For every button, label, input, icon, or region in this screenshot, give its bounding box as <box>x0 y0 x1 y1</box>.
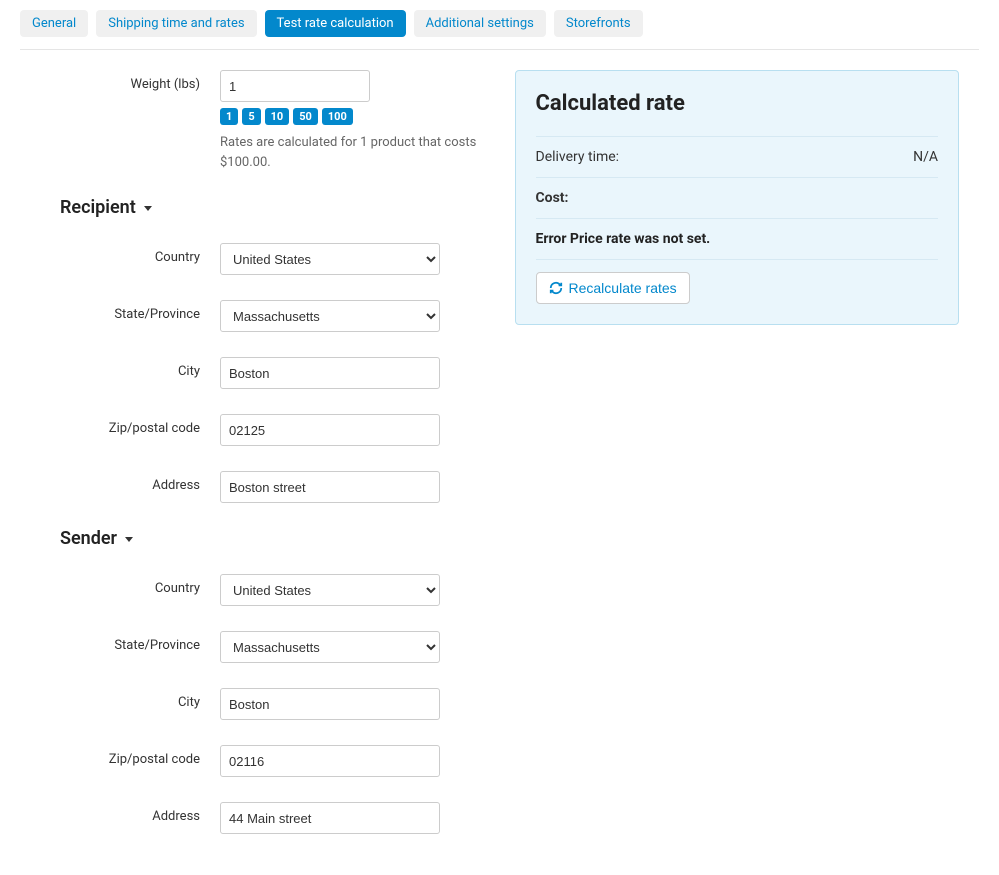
tab-storefronts[interactable]: Storefronts <box>554 10 643 37</box>
sender-section-header[interactable]: Sender <box>60 528 485 549</box>
weight-control: 15 1050100 Rates are calculated for 1 pro… <box>220 70 485 172</box>
recipient-zip-label: Zip/postal code <box>40 414 220 436</box>
caret-down-icon <box>125 537 133 542</box>
recipient-zip-row: Zip/postal code <box>40 414 485 446</box>
tab-test-rate-calculation[interactable]: Test rate calculation <box>265 10 406 37</box>
delivery-time-value: N/A <box>913 149 938 165</box>
recipient-country-select[interactable]: United States <box>220 243 440 275</box>
sender-zip-row: Zip/postal code <box>40 745 485 777</box>
sender-address-label: Address <box>40 802 220 824</box>
recipient-address-row: Address <box>40 471 485 503</box>
sender-address-row: Address <box>40 802 485 834</box>
recipient-zip-input[interactable] <box>220 414 440 446</box>
recipient-country-label: Country <box>40 243 220 265</box>
weight-row: Weight (lbs) 15 1050100 Rates are calcula… <box>40 70 485 172</box>
tab-additional-settings[interactable]: Additional settings <box>414 10 546 37</box>
sender-country-label: Country <box>40 574 220 596</box>
sender-country-select[interactable]: United States <box>220 574 440 606</box>
recipient-address-input[interactable] <box>220 471 440 503</box>
weight-preset-50[interactable]: 50 <box>293 108 318 125</box>
tab-general[interactable]: General <box>20 10 88 37</box>
weight-preset-100[interactable]: 100 <box>322 108 353 125</box>
error-line: Error Price rate was not set. <box>536 218 939 259</box>
main-layout: Weight (lbs) 15 1050100 Rates are calcula… <box>20 70 979 859</box>
sender-city-input[interactable] <box>220 688 440 720</box>
recalculate-button[interactable]: Recalculate rates <box>536 272 690 304</box>
weight-preset-1[interactable]: 1 <box>220 108 238 125</box>
recipient-title: Recipient <box>60 197 136 218</box>
weight-presets: 15 1050100 <box>220 108 485 125</box>
refresh-icon <box>549 281 563 295</box>
sender-address-input[interactable] <box>220 802 440 834</box>
caret-down-icon <box>144 206 152 211</box>
weight-label: Weight (lbs) <box>40 70 220 92</box>
recalculate-label: Recalculate rates <box>569 280 677 296</box>
panel-column: Calculated rate Delivery time: N/A Cost:… <box>515 70 960 859</box>
recipient-state-select[interactable]: Massachusetts <box>220 300 440 332</box>
recipient-section-header[interactable]: Recipient <box>60 197 485 218</box>
weight-preset-10[interactable]: 10 <box>265 108 290 125</box>
weight-input[interactable] <box>220 70 370 102</box>
form-column: Weight (lbs) 15 1050100 Rates are calcula… <box>40 70 485 859</box>
delivery-time-line: Delivery time: N/A <box>536 136 939 177</box>
recipient-country-row: Country United States <box>40 243 485 275</box>
calculated-rate-panel: Calculated rate Delivery time: N/A Cost:… <box>515 70 960 325</box>
recipient-state-label: State/Province <box>40 300 220 322</box>
recipient-city-label: City <box>40 357 220 379</box>
recalc-wrap: Recalculate rates <box>536 259 939 304</box>
tab-shipping-time-and-rates[interactable]: Shipping time and rates <box>96 10 256 37</box>
sender-title: Sender <box>60 528 117 549</box>
sender-state-label: State/Province <box>40 631 220 653</box>
recipient-city-input[interactable] <box>220 357 440 389</box>
sender-state-select[interactable]: Massachusetts <box>220 631 440 663</box>
weight-hint: Rates are calculated for 1 product that … <box>220 133 480 172</box>
delivery-time-label: Delivery time: <box>536 149 620 165</box>
sender-country-row: Country United States <box>40 574 485 606</box>
panel-title: Calculated rate <box>536 91 939 116</box>
sender-state-row: State/Province Massachusetts <box>40 631 485 663</box>
sender-zip-input[interactable] <box>220 745 440 777</box>
sender-city-label: City <box>40 688 220 710</box>
tabs: General Shipping time and rates Test rate … <box>20 10 979 50</box>
cost-label: Cost: <box>536 190 569 206</box>
recipient-address-label: Address <box>40 471 220 493</box>
sender-city-row: City <box>40 688 485 720</box>
sender-zip-label: Zip/postal code <box>40 745 220 767</box>
weight-preset-5[interactable]: 5 <box>242 108 260 125</box>
recipient-state-row: State/Province Massachusetts <box>40 300 485 332</box>
cost-line: Cost: <box>536 177 939 218</box>
recipient-city-row: City <box>40 357 485 389</box>
